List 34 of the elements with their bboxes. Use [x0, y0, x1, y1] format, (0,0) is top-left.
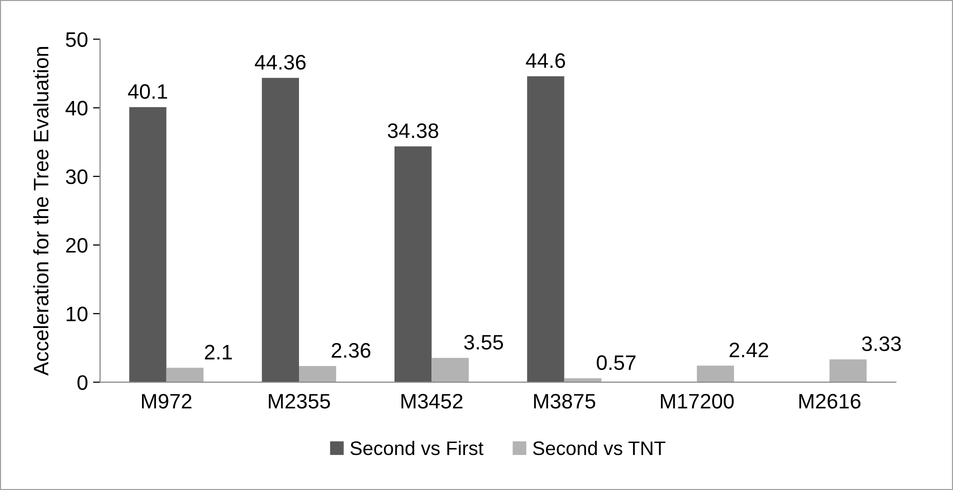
- data-label: 44.6: [526, 53, 566, 68]
- bar: [830, 359, 867, 382]
- data-label: 3.55: [464, 334, 504, 350]
- data-label: 34.38: [388, 123, 438, 138]
- x-tick-label: M17200: [660, 394, 734, 409]
- y-tick-label: 20: [66, 238, 88, 253]
- y-tick-label: 0: [77, 375, 88, 390]
- legend-label: Second vs TNT: [533, 440, 666, 456]
- y-tick-label: 10: [66, 306, 88, 322]
- data-label: 40.1: [128, 84, 168, 99]
- y-tick-label: 40: [66, 100, 88, 116]
- data-label: 2.36: [332, 343, 370, 358]
- bar: [166, 368, 204, 382]
- x-tick-label: M972: [142, 394, 192, 409]
- x-tick-label: M2355: [268, 394, 330, 409]
- data-label: 44.36: [254, 54, 306, 70]
- y-tick-label: 30: [66, 169, 88, 184]
- bar: [432, 358, 469, 382]
- bar: [527, 76, 564, 382]
- y-axis-title: Acceleration for the Tree Evaluation: [33, 47, 48, 376]
- data-label: 3.33: [862, 336, 901, 352]
- bar: [394, 146, 432, 382]
- legend-label: Second vs First: [350, 440, 484, 456]
- bar: [299, 366, 336, 382]
- bar: [129, 107, 166, 382]
- bar: [262, 78, 300, 382]
- y-tick-label: 50: [66, 32, 88, 47]
- bar: [696, 366, 734, 382]
- x-tick-label: M2616: [799, 394, 860, 409]
- data-label: 2.42: [730, 342, 768, 358]
- x-tick-label: M3875: [534, 394, 596, 409]
- x-tick-label: M3452: [401, 394, 462, 409]
- data-label: 2.1: [204, 344, 232, 360]
- data-label: 0.57: [596, 355, 636, 370]
